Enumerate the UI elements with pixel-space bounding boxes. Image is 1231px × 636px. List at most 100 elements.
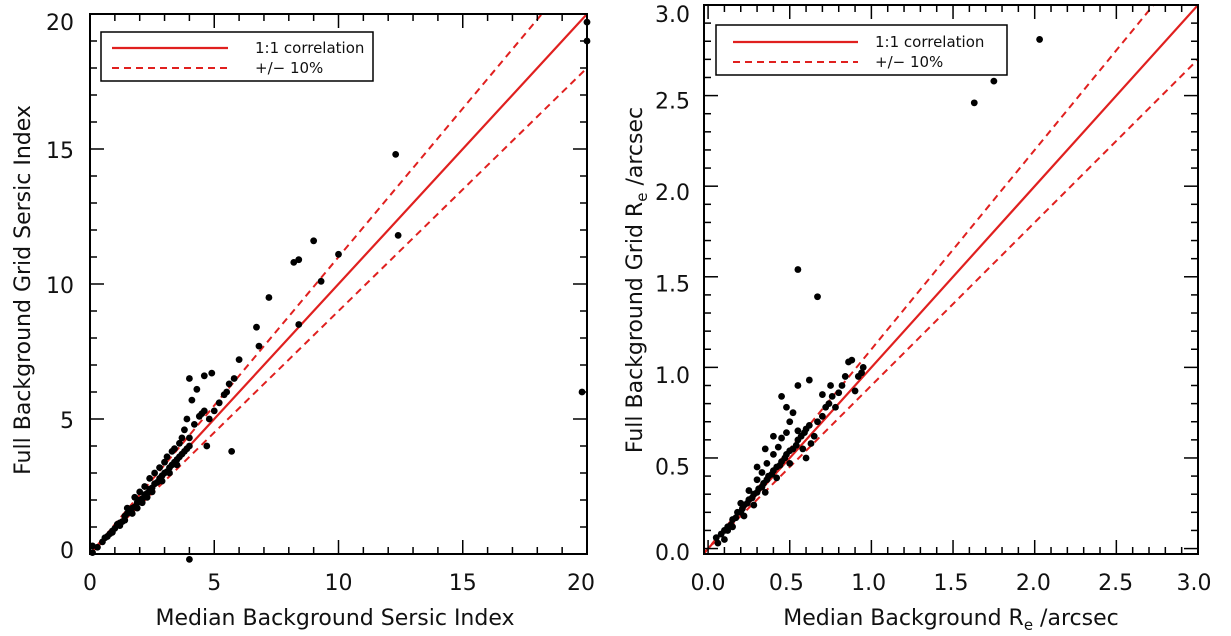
data-point [131, 493, 139, 501]
data-point [128, 510, 136, 517]
data-point [761, 445, 769, 453]
data-point [758, 469, 766, 476]
reference-lines [704, 5, 1198, 554]
data-point [123, 504, 131, 512]
data-point [228, 448, 236, 455]
data-point [838, 382, 846, 389]
data-point [774, 443, 782, 451]
y-tick-label: 0 [60, 539, 74, 564]
data-point [789, 409, 797, 417]
x-axis-title-main: Median Background R [783, 606, 1024, 631]
data-point [295, 256, 303, 264]
data-point [827, 382, 834, 389]
data-point [235, 356, 243, 363]
data-point [832, 403, 839, 411]
data-point [186, 375, 193, 382]
data-point [181, 426, 188, 434]
data-point [230, 375, 238, 382]
data-point [818, 391, 826, 398]
y-tick-label: 5 [60, 409, 74, 434]
data-point [176, 439, 183, 447]
legend-box [100, 31, 374, 82]
data-point [394, 232, 402, 239]
data-point [721, 536, 728, 543]
data-points [89, 18, 591, 563]
data-point [770, 450, 777, 458]
data-point [753, 476, 761, 484]
data-point [805, 376, 813, 384]
x-tick-label: 0.0 [691, 571, 726, 596]
data-point [794, 382, 802, 389]
data-point [763, 460, 771, 467]
legend-label: +/− 10% [875, 53, 943, 71]
data-point [136, 488, 144, 496]
data-point [794, 427, 802, 435]
x-tick-label: 0.5 [769, 571, 804, 596]
data-point [802, 454, 810, 462]
data-point [825, 400, 833, 408]
data-point [178, 434, 186, 442]
data-point [253, 323, 260, 331]
data-point [223, 388, 231, 396]
y-tick-label: 20 [46, 11, 74, 36]
data-point [186, 556, 193, 563]
legend: 1:1 correlation +/− 10% [715, 24, 1008, 76]
data-point [778, 392, 785, 400]
data-point [970, 99, 978, 107]
legend-label: +/− 10% [255, 59, 323, 77]
data-point [146, 475, 154, 482]
y-tick-label: 0.0 [655, 541, 690, 566]
data-point [210, 407, 218, 415]
data-point [193, 385, 201, 393]
x-tick-label: 2.5 [1098, 571, 1133, 596]
data-point [208, 369, 216, 377]
data-point [103, 533, 111, 540]
data-point [183, 415, 191, 423]
data-point [295, 321, 303, 328]
data-point [770, 432, 777, 440]
chart-panel-effective-radius: 0.0 0.5 1.0 1.5 2.0 2.5 3.0 0.0 0.5 1.0 … [623, 3, 1212, 634]
data-point [255, 342, 263, 350]
plus-10pct-line [704, 5, 1155, 554]
y-tick-label: 15 [46, 139, 74, 164]
data-point [225, 380, 233, 388]
legend-box [715, 24, 1008, 76]
data-point [392, 151, 400, 158]
x-tick-label: 1.0 [851, 571, 886, 596]
data-point [729, 523, 736, 531]
legend-label: 1:1 correlation [875, 33, 984, 51]
minus-10pct-line [704, 58, 1198, 554]
chart-panel-sersic-index: 0 5 10 15 20 0 5 10 15 20 Median Backgro… [11, 11, 595, 631]
data-point [745, 487, 753, 494]
y-axis-title: Full Background Grid Sersic Index [11, 105, 36, 475]
data-point [761, 488, 769, 496]
data-point [203, 442, 211, 450]
x-tick-label: 3.0 [1177, 571, 1212, 596]
data-point [148, 488, 156, 496]
y-tick-label: 1.5 [655, 273, 690, 298]
data-point [714, 539, 722, 547]
x-axis-title: Median Background Re /arcsec [783, 606, 1118, 634]
data-point [783, 403, 790, 411]
data-point [814, 418, 821, 426]
data-point [158, 477, 166, 485]
data-point [335, 250, 342, 258]
data-point [188, 396, 196, 404]
data-point [116, 522, 124, 530]
data-point [858, 369, 865, 377]
data-point [799, 445, 807, 453]
data-point [163, 453, 171, 461]
x-tick-label: 2.0 [1016, 571, 1051, 596]
x-tick-label: 5 [207, 571, 221, 596]
data-point [173, 461, 181, 469]
data-point [753, 463, 761, 471]
y-tick-label: 2.5 [655, 90, 690, 115]
data-point [200, 407, 208, 415]
x-tick-label: 10 [325, 571, 353, 596]
data-point [205, 415, 213, 423]
data-point [166, 469, 173, 477]
data-point [835, 389, 843, 397]
data-point [841, 373, 849, 380]
data-point [161, 458, 168, 466]
data-point [778, 434, 785, 442]
